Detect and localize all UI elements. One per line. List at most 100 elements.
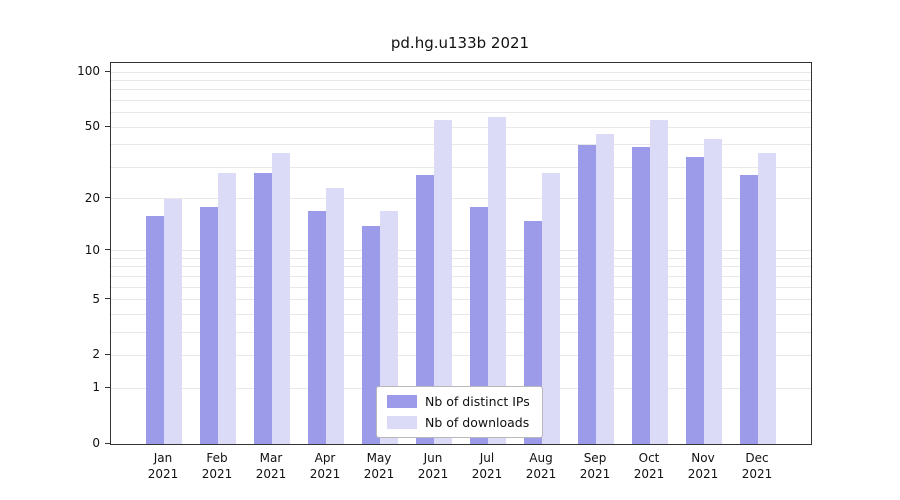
x-tick-month: Jan (153, 451, 173, 465)
y-tick-mark (105, 442, 110, 444)
x-tick-year: 2021 (417, 467, 449, 481)
gridline (111, 275, 811, 277)
bar-downloads (650, 119, 668, 444)
gridline (111, 299, 811, 301)
gridline (111, 286, 811, 288)
bar-distinct-ips (254, 172, 272, 444)
y-tick-mark (105, 70, 110, 72)
x-tick-year: 2021 (525, 467, 557, 481)
y-tick-label: 20 (84, 190, 100, 205)
gridline (111, 313, 811, 315)
x-tick-year: 2021 (147, 467, 179, 481)
y-tick-label: 10 (84, 242, 100, 257)
gridline (111, 144, 811, 146)
gridline (111, 166, 811, 168)
x-tick-label: Aug 2021 (513, 450, 569, 482)
bar-downloads (218, 172, 236, 444)
x-tick-month: Mar (259, 451, 283, 465)
gridline (111, 99, 811, 101)
y-tick-mark (105, 197, 110, 199)
x-tick-year: 2021 (471, 467, 503, 481)
gridline (111, 126, 811, 128)
y-tick-label: 2 (92, 347, 100, 362)
x-tick-year: 2021 (309, 467, 341, 481)
bar-distinct-ips (740, 175, 758, 444)
bar-downloads (488, 116, 506, 444)
x-tick-label: Apr 2021 (297, 450, 353, 482)
x-tick-label: Mar 2021 (243, 450, 299, 482)
bar-distinct-ips (632, 146, 650, 444)
x-tick-month: Feb (206, 451, 228, 465)
y-tick-label: 5 (92, 291, 100, 306)
gridline (111, 266, 811, 268)
gridline (111, 257, 811, 259)
y-tick-label: 50 (84, 119, 100, 134)
legend-label-downloads: Nb of downloads (425, 415, 530, 430)
gridline (111, 71, 811, 73)
x-tick-label: Dec 2021 (729, 450, 785, 482)
y-tick-mark (105, 353, 110, 355)
bar-downloads (380, 211, 398, 444)
bar-downloads (758, 152, 776, 444)
legend-swatch-downloads (387, 416, 417, 429)
bar-distinct-ips (470, 206, 488, 444)
x-tick-month: Apr (314, 451, 336, 465)
y-tick-label: 100 (77, 64, 100, 78)
x-tick-year: 2021 (633, 467, 665, 481)
y-tick-mark (105, 125, 110, 127)
x-tick-label: Feb 2021 (189, 450, 245, 482)
x-tick-label: Jan 2021 (135, 450, 191, 482)
x-tick-month: Jun (423, 451, 443, 465)
y-tick-mark (105, 249, 110, 251)
x-tick-label: Jun 2021 (405, 450, 461, 482)
x-tick-label: Jul 2021 (459, 450, 515, 482)
bar-distinct-ips (308, 211, 326, 444)
bar-distinct-ips (146, 215, 164, 444)
legend-swatch-distinct-ips (387, 395, 417, 408)
x-tick-year: 2021 (687, 467, 719, 481)
x-tick-year: 2021 (201, 467, 233, 481)
y-tick-label: 1 (92, 380, 100, 395)
plot-area: Nb of distinct IPs Nb of downloads (110, 62, 812, 445)
y-tick-mark (105, 298, 110, 300)
x-tick-label: Sep 2021 (567, 450, 623, 482)
x-tick-year: 2021 (741, 467, 773, 481)
gridline (111, 331, 811, 333)
x-tick-label: May 2021 (351, 450, 407, 482)
bar-downloads (596, 133, 614, 444)
x-tick-month: May (366, 451, 392, 465)
legend: Nb of distinct IPs Nb of downloads (376, 386, 543, 438)
x-tick-month: Sep (583, 451, 607, 465)
bar-downloads (434, 119, 452, 444)
bar-downloads (704, 138, 722, 444)
x-tick-year: 2021 (363, 467, 395, 481)
gridline (111, 89, 811, 91)
chart-title: pd.hg.u133b 2021 (390, 34, 530, 52)
bar-downloads (164, 198, 182, 444)
bar-distinct-ips (416, 175, 434, 444)
x-tick-month: Oct (638, 451, 660, 465)
bar-downloads (326, 187, 344, 444)
x-tick-month: Nov (691, 451, 715, 465)
x-tick-year: 2021 (255, 467, 287, 481)
legend-label-distinct-ips: Nb of distinct IPs (425, 394, 530, 409)
x-tick-month: Aug (529, 451, 553, 465)
bar-distinct-ips (362, 225, 380, 444)
x-tick-label: Nov 2021 (675, 450, 731, 482)
bar-downloads (272, 152, 290, 444)
x-tick-month: Jul (479, 451, 495, 465)
bar-downloads (542, 172, 560, 444)
x-tick-label: Oct 2021 (621, 450, 677, 482)
gridline (111, 198, 811, 200)
gridline (111, 112, 811, 114)
y-tick-mark (105, 386, 110, 388)
gridline (111, 250, 811, 252)
y-tick-label: 0 (92, 436, 100, 450)
x-tick-year: 2021 (579, 467, 611, 481)
legend-item-distinct-ips: Nb of distinct IPs (387, 394, 530, 409)
x-tick-month: Dec (745, 451, 769, 465)
legend-item-downloads: Nb of downloads (387, 415, 530, 430)
gridline (111, 354, 811, 356)
bar-distinct-ips (578, 144, 596, 444)
